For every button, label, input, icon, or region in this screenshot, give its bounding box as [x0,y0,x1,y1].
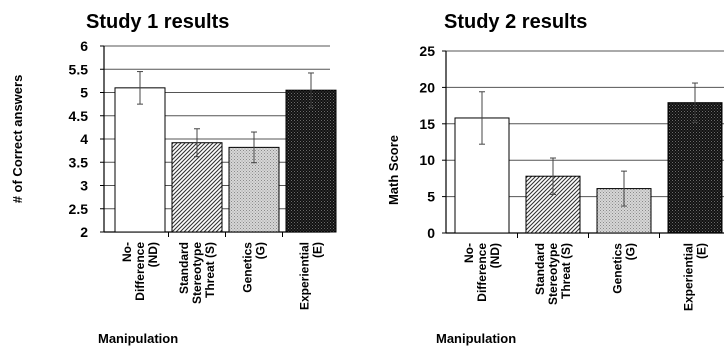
chart-2-y-tick-label: 5 [427,189,435,205]
chart-2-y-tick-label: 20 [419,79,435,95]
chart-2-category-label: StandardStereotypeThreat (S) [533,243,573,305]
chart-2-title: Study 2 results [444,11,587,33]
study-2-chart: Study 2 results Math Score Manipulation 0 5 1… [386,11,724,346]
chart-1-category-label: No-Difference(ND) [120,242,160,301]
chart-2-y-tick-label: 10 [419,152,435,168]
chart-2-y-tick-label: 0 [427,225,435,241]
chart-1-bar [171,142,223,233]
chart-1-y-tick-label: 4 [80,131,88,147]
study-1-chart: Study 1 results # of Correct answers Manip… [10,11,337,346]
chart-2-y-tick-label: 25 [419,43,435,59]
chart-1-y-tick-label: 3 [80,178,88,194]
chart-1-y-tick-label: 5.5 [69,61,89,77]
chart-2-y-axis-label: Math Score [386,135,401,205]
chart-1-y-tick-label: 5 [80,85,88,101]
chart-1-y-tick-label: 2.5 [69,201,89,217]
chart-1-y-tick-label: 6 [80,38,88,54]
chart-1-category-label: Experiential(E) [298,242,325,310]
chart-1-y-tick-label: 4.5 [69,108,89,124]
chart-1-bar [285,89,337,233]
chart-1-x-axis-label: Manipulation [98,331,178,346]
chart-1-title: Study 1 results [86,11,229,33]
chart-2-category-label: Genetics(G) [611,243,638,294]
chart-2-x-axis-label: Manipulation [436,331,516,346]
chart-2-category-label: Experiential(E) [682,243,709,311]
chart-1-y-axis-label: # of Correct answers [10,75,25,204]
chart-2-category-label: No-Difference(ND) [462,243,502,302]
chart-1-bar [114,87,166,233]
chart-1-y-tick-label: 3.5 [69,154,89,170]
chart-1-y-tick-label: 2 [80,224,88,240]
chart-2-y-tick-label: 15 [419,116,435,132]
chart-1-category-label: Genetics(G) [241,242,268,293]
chart-1-category-label: StandardStereotypeThreat (S) [177,242,217,304]
